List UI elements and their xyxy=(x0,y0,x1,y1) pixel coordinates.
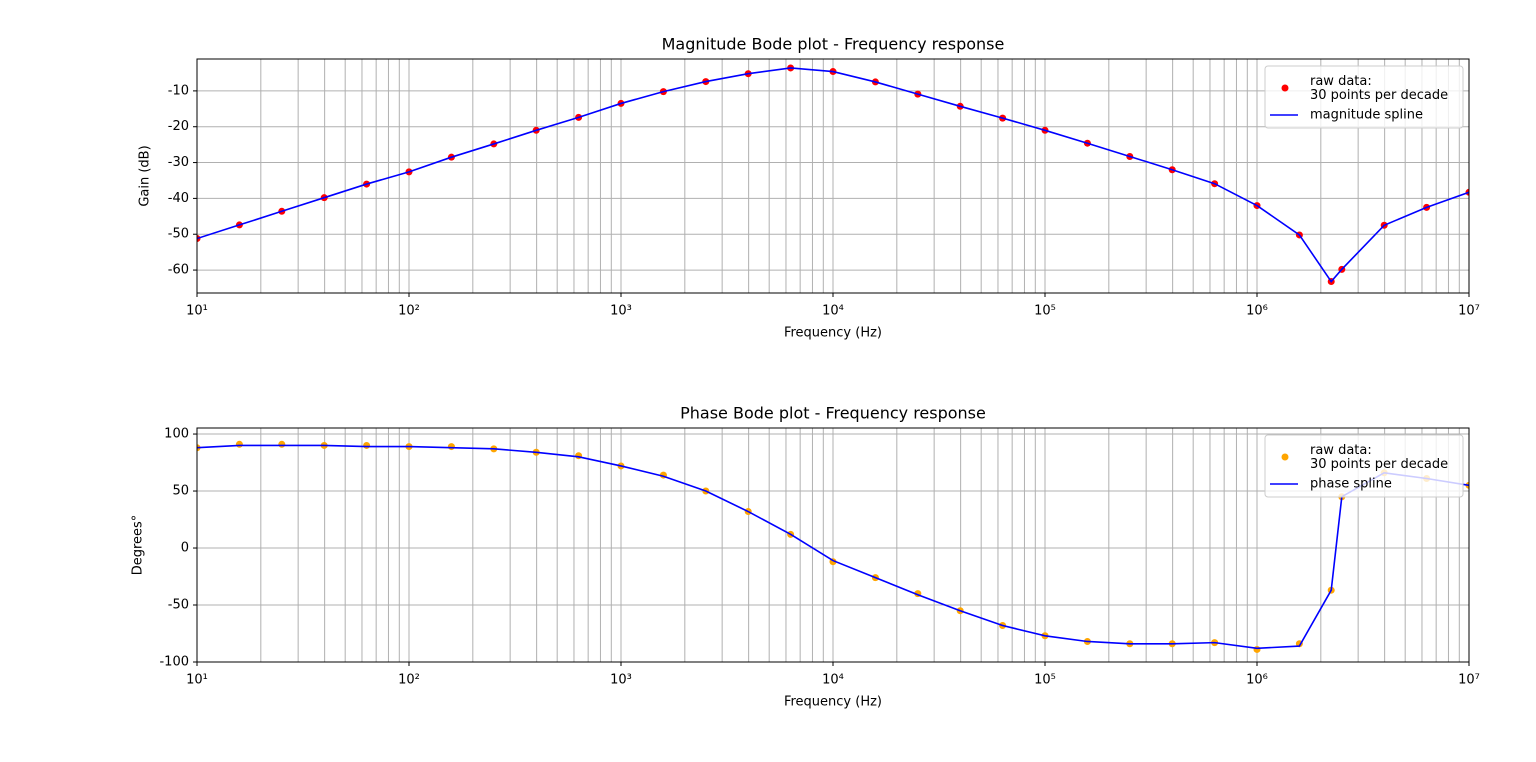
x-tick-label: 10⁵ xyxy=(1034,673,1056,688)
subplot: 10¹ 10² 10³ 10⁴ 10⁵ 10⁶ 10⁷ -100 -50 0 50 100 Phase … xyxy=(131,404,1480,710)
y-tick-label: -100 xyxy=(159,655,189,670)
y-tick-label: -20 xyxy=(168,119,189,134)
chart-title: Phase Bode plot - Frequency response xyxy=(680,404,986,423)
data-point xyxy=(1253,645,1261,653)
legend: raw data: 30 points per decade phase splin… xyxy=(1264,434,1464,498)
x-tick-label: 10² xyxy=(398,304,420,319)
legend-label: phase spline xyxy=(1310,477,1392,492)
legend-label: raw data: 30 points per decade xyxy=(1310,74,1448,103)
legend: raw data: 30 points per decade magnitude s… xyxy=(1264,65,1464,129)
y-tick-label: 0 xyxy=(181,541,189,556)
legend-box xyxy=(1264,65,1464,129)
y-tick-label: -40 xyxy=(168,191,189,206)
y-tick-label: -50 xyxy=(168,598,189,613)
legend-label: raw data: 30 points per decade xyxy=(1310,443,1448,472)
x-tick-label: 10³ xyxy=(610,673,632,688)
x-tick-label: 10⁷ xyxy=(1458,304,1480,319)
x-tick-label: 10⁷ xyxy=(1458,673,1480,688)
legend-box xyxy=(1264,434,1464,498)
x-tick-label: 10¹ xyxy=(186,673,208,688)
x-tick-label: 10³ xyxy=(610,304,632,319)
y-tick-label: 50 xyxy=(172,484,189,499)
axes-frame xyxy=(196,58,1470,294)
x-tick-label: 10⁵ xyxy=(1034,304,1056,319)
data-point xyxy=(363,441,371,449)
x-tick-label: 10⁴ xyxy=(822,673,844,688)
x-tick-label: 10² xyxy=(398,673,420,688)
y-tick-label: 100 xyxy=(164,427,189,442)
plot-marks xyxy=(197,440,1469,653)
x-tick-label: 10⁶ xyxy=(1246,673,1268,688)
subplot: 10¹ 10² 10³ 10⁴ 10⁵ 10⁶ 10⁷ -60 -50 -40 -30 -20 -10 M… xyxy=(138,35,1480,341)
chart-title: Magnitude Bode plot - Frequency response xyxy=(662,35,1005,54)
data-line xyxy=(197,444,1469,650)
x-axis-label: Frequency (Hz) xyxy=(784,326,882,341)
y-tick-label: -30 xyxy=(168,155,189,170)
y-tick-label: -50 xyxy=(168,227,189,242)
data-point xyxy=(278,440,286,448)
x-axis-label: Frequency (Hz) xyxy=(784,695,882,710)
y-axis-label: Degrees° xyxy=(131,515,146,576)
x-tick-label: 10⁶ xyxy=(1246,304,1268,319)
y-tick-label: -10 xyxy=(168,83,189,98)
axes-frame xyxy=(196,427,1470,663)
plot-marks xyxy=(197,64,1469,286)
y-axis-label: Gain (dB) xyxy=(138,145,153,206)
legend-marker xyxy=(1281,84,1289,92)
x-tick-label: 10¹ xyxy=(186,304,208,319)
data-point xyxy=(235,440,243,448)
data-point xyxy=(447,443,455,451)
legend-label: magnitude spline xyxy=(1310,108,1423,123)
legend-marker xyxy=(1281,453,1289,461)
x-tick-label: 10⁴ xyxy=(822,304,844,319)
y-tick-label: -60 xyxy=(168,263,189,278)
data-line xyxy=(197,67,1469,283)
